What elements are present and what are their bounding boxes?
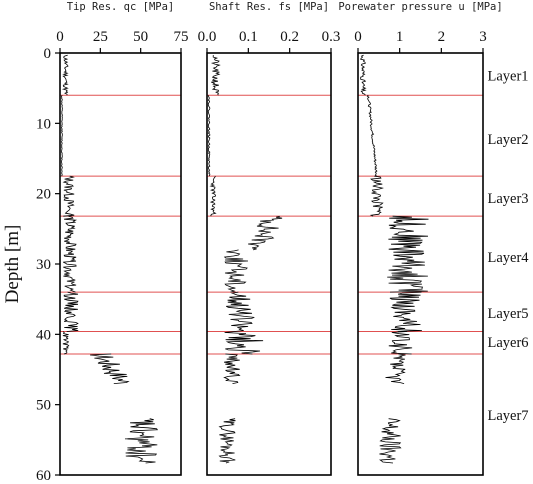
data-trace-segment [63,215,78,293]
data-trace-segment [359,54,367,96]
y-tick-label: 0 [44,46,52,62]
data-trace-segment [63,291,79,332]
panel-frame [59,52,182,476]
panel-2: 0.0 0.1 0.2 0.3 Shaft Res. fs [MPa] [198,1,341,476]
x-tick-label: 0.0 [198,29,217,45]
data-trace-segment [60,94,63,177]
data-trace-segment [62,175,75,217]
layer-label: Layer5 [487,306,528,322]
x-tick-label: 0 [354,29,362,45]
y-tick-label: 60 [36,468,51,484]
data-trace-segment [223,353,241,384]
data-trace-segment [210,55,221,96]
layer-label: Layer6 [487,335,528,351]
layer-label: Layer3 [487,191,528,207]
data-trace-segment [224,331,264,355]
y-tick-label: 50 [36,398,51,414]
panel-title: Tip Res. qc [MPa] [67,1,174,13]
panel-title: Shaft Res. fs [MPa] [209,1,329,13]
data-trace-segment [248,215,283,251]
layer-label: Layer4 [487,250,529,266]
data-trace-segment [378,418,402,464]
depth-axis-label: Depth [m] [2,225,23,304]
data-trace-segment [366,94,378,177]
y-tick-label: 40 [36,327,51,343]
panel-title: Porewater pressure u [MPa] [338,1,502,13]
y-tick-label: 30 [36,257,51,273]
data-trace-segment [389,291,422,332]
panels: 0 25 50 75 Tip Res. qc [MPa] 0.0 0.1 0.2 0.3 Shaf… [56,1,503,476]
panel-frame [357,52,484,476]
data-trace-segment [226,291,255,332]
x-tick-label: 0.3 [322,29,341,45]
x-tick-label: 50 [133,29,148,45]
data-trace-segment [61,54,69,96]
data-trace-segment [387,215,429,293]
layer-label: Layer2 [487,132,528,148]
depth-axis: 0 10 20 30 40 50 60 [36,46,60,484]
x-tick-label: 1 [396,29,404,45]
layer-label: Layer7 [487,408,528,424]
x-tick-label: 3 [479,29,487,45]
data-trace-segment [124,418,158,464]
panel-frame [206,52,332,476]
y-tick-label: 20 [36,187,51,203]
data-trace-segment [62,331,70,355]
data-trace-segment [207,95,211,177]
data-trace-segment [369,175,384,217]
x-tick-label: 0.1 [239,29,258,45]
x-tick-label: 0.2 [280,29,299,45]
layer-label: Layer1 [487,69,528,85]
data-trace-segment [218,418,236,464]
data-trace-segment [90,353,130,384]
y-tick-label: 10 [36,116,51,132]
panel-3: 0 1 2 3 Porewater pressure u [MPa] [338,1,503,476]
panel-1: 0 25 50 75 Tip Res. qc [MPa] [56,1,189,476]
layer-labels: Layer1 Layer2 Layer3 Layer4 Layer5 Layer6 Laye… [487,69,529,425]
data-trace-segment [209,175,217,217]
data-trace-segment [388,331,413,355]
data-trace-segment [385,353,406,384]
x-tick-label: 0 [56,29,64,45]
x-tick-label: 25 [93,29,108,45]
x-tick-label: 75 [174,29,189,45]
data-trace-segment [223,249,249,293]
x-tick-label: 2 [438,29,446,45]
